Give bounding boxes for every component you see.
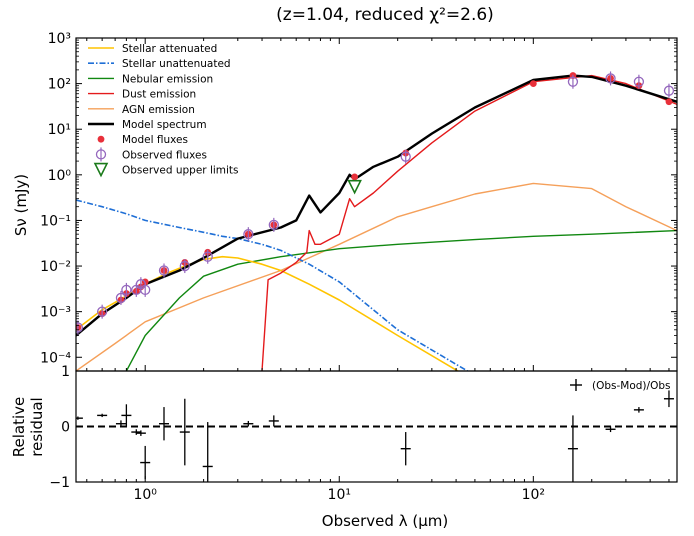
legend-item: Observed fluxes (95, 147, 207, 162)
legend-label: Dust emission (122, 89, 196, 101)
legend-label: AGN emission (122, 104, 195, 116)
observed-flux-point (567, 76, 579, 87)
residual-point (605, 426, 616, 433)
y-tick-label: 10⁻¹ (40, 213, 71, 229)
residual-point (567, 415, 578, 482)
residual-point (633, 407, 644, 413)
residual-point (202, 422, 213, 482)
y-tick-label: 10³ (48, 31, 71, 47)
observed-flux-point (202, 251, 213, 262)
legend-label: Observed upper limits (122, 165, 239, 177)
residual-y-tick-label: 1 (61, 364, 70, 380)
residual-point (663, 390, 674, 408)
model-flux-point (351, 173, 359, 181)
legend-swatch-model-flux (97, 135, 105, 143)
legend-label: Stellar unattenuated (122, 58, 231, 70)
residual-point (115, 420, 126, 428)
observed-flux-point (268, 219, 279, 231)
observed-flux-point (115, 292, 127, 304)
residual-point (131, 429, 142, 435)
residual-y-tick-label: −1 (49, 475, 70, 491)
observed-flux-point (400, 151, 411, 162)
residual-point (179, 398, 190, 466)
chart-title: (z=1.04, reduced χ²=2.6) (276, 5, 494, 25)
model-flux-point (529, 80, 537, 88)
series-line-stellar-unattenuated (76, 199, 470, 371)
observed-flux-point (243, 229, 254, 240)
upper-limit-marker (347, 179, 362, 195)
observed-flux-point (179, 260, 190, 272)
sed-panel: 10⁻⁴ 10⁻³ 10⁻² 10⁻¹ 10⁰ 10¹ 10² 10³ Sν (mJy) St… (12, 31, 678, 372)
observed-flux-point (663, 85, 675, 96)
legend-item: Dust emission (88, 89, 196, 101)
residual-point (140, 445, 151, 480)
residual-legend: (Obs-Mod)/Obs (570, 379, 670, 392)
y-tick-label: 10² (48, 77, 71, 93)
y-tick-label: 10⁻² (40, 259, 71, 275)
residual-point (135, 430, 146, 436)
legend-item: AGN emission (88, 104, 195, 116)
observed-flux-point (140, 284, 151, 296)
legend-swatch-observed (95, 149, 107, 160)
residual-point (268, 415, 279, 427)
residual-point (243, 420, 254, 427)
legend-item: Nebular emission (88, 73, 213, 85)
residual-point (400, 432, 411, 466)
series-line-nebular-emission (125, 229, 677, 371)
observed-flux-point (121, 284, 132, 296)
y-tick-label: 10⁻³ (40, 305, 71, 321)
legend-item: Stellar unattenuated (88, 58, 231, 70)
sed-legend: Stellar attenuated Stellar unattenuated Ne… (88, 43, 239, 178)
legend-label: Model spectrum (122, 119, 207, 131)
series-line-agn-emission (76, 182, 677, 371)
residual-label-line2: residual (28, 397, 46, 456)
y-tick-label: 10⁰ (48, 168, 72, 184)
observed-flux-point (605, 73, 616, 84)
x-tick-label: 10⁰ (133, 487, 157, 503)
observed-flux-point (158, 265, 170, 276)
x-tick-label: 10¹ (328, 487, 351, 503)
residual-legend-label: (Obs-Mod)/Obs (592, 380, 670, 392)
x-tick-label: 10² (522, 487, 545, 503)
legend-swatch-upper-limit (93, 162, 109, 178)
legend-item: Observed upper limits (93, 162, 239, 178)
y-tick-label: 10⁻⁴ (40, 350, 71, 366)
residual-point (121, 404, 132, 427)
legend-label: Nebular emission (122, 73, 213, 85)
observed-flux-point (633, 76, 645, 87)
y-tick-label: 10¹ (48, 122, 71, 138)
legend-item: Model fluxes (97, 134, 188, 146)
residual-panel: −1 0 1 10⁰ 10¹ 10² Relative residual Observed… (10, 364, 678, 530)
x-axis-label: Observed λ (μm) (322, 512, 448, 530)
observed-flux-point (96, 306, 108, 317)
legend-label: Stellar attenuated (122, 43, 217, 55)
model-flux-point (665, 98, 673, 106)
residual-label-line1: Relative (10, 397, 28, 458)
y-axis-label: Sν (mJy) (12, 174, 30, 236)
series-line-dust-emission (261, 74, 677, 371)
residual-point (76, 416, 83, 420)
series-line-model-spectrum (76, 74, 677, 337)
legend-label: Model fluxes (122, 134, 188, 146)
legend-label: Observed fluxes (122, 149, 207, 161)
residual-point (158, 407, 169, 441)
observed-flux-point (76, 322, 84, 333)
residual-point (97, 413, 108, 418)
legend-item: Stellar attenuated (88, 43, 217, 55)
residual-y-tick-label: 0 (61, 420, 70, 436)
legend-item: Model spectrum (88, 119, 207, 131)
